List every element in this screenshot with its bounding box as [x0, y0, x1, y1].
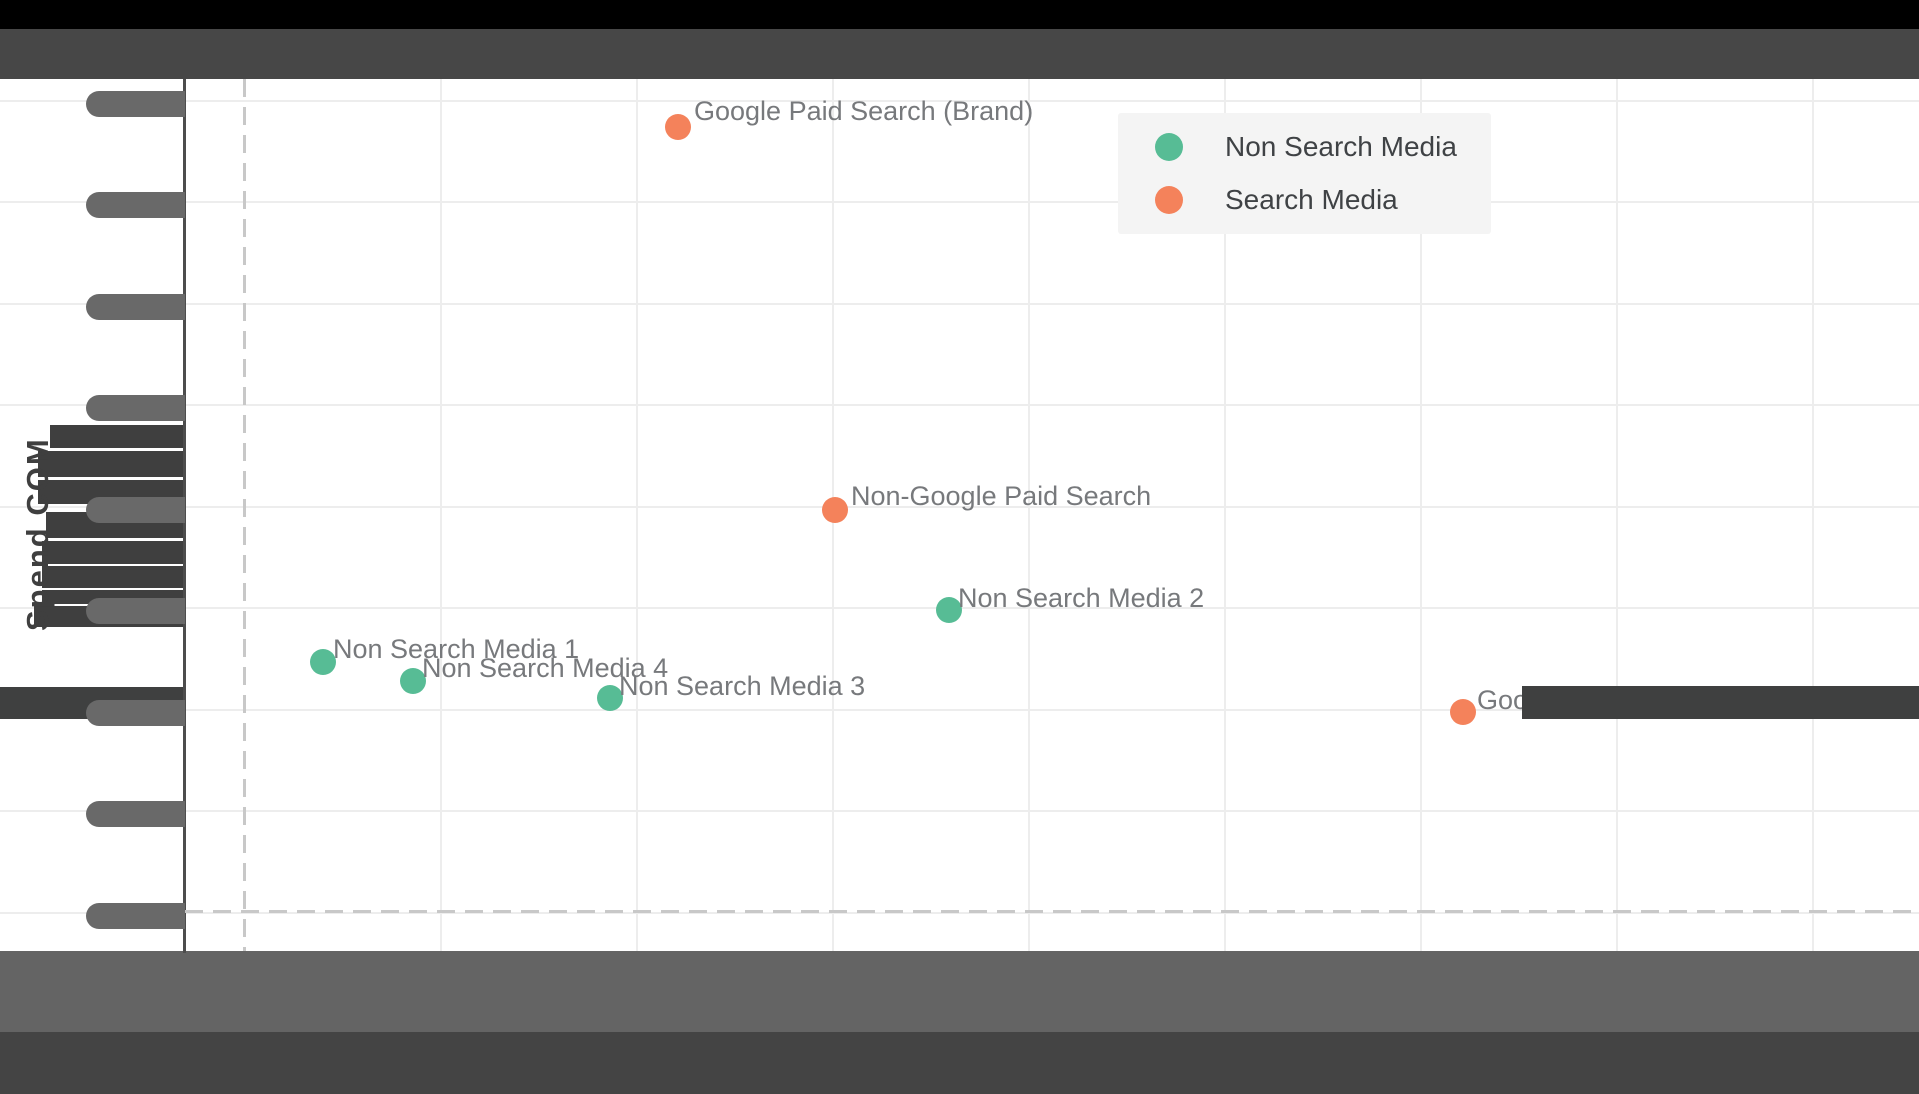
point-label: Non Search Media 2 [958, 583, 1205, 613]
y-tick-redaction-bar [38, 451, 183, 477]
redaction-x-axis-bar [0, 951, 1919, 1032]
h-gridline [0, 404, 1919, 406]
y-tick-redaction-pill [86, 801, 185, 827]
y-tick-redaction-bar [50, 425, 183, 448]
scatter-point-search-media[interactable] [822, 497, 848, 523]
point-label: Google Paid Search (Brand) [694, 96, 1034, 126]
y-tick-redaction-pill [86, 395, 185, 421]
y-tick-redaction-pill [86, 294, 185, 320]
point-label: Non Search Media 4 [422, 653, 669, 683]
legend-swatch-dot-icon [1155, 186, 1183, 215]
v-gridline [1028, 79, 1030, 951]
horizontal-dashed-reference-line [185, 910, 1919, 913]
h-gridline [0, 912, 1919, 914]
y-tick-redaction-pill [86, 700, 185, 726]
scatter-point-non-search-media[interactable] [400, 668, 426, 694]
h-gridline [0, 810, 1919, 812]
scatter-point-non-search-media[interactable] [936, 597, 962, 623]
redaction-bottom-bar [0, 1032, 1919, 1094]
v-gridline [1616, 79, 1618, 951]
legend-item[interactable]: Non Search Media [1118, 127, 1491, 167]
scatter-point-search-media[interactable] [665, 114, 691, 140]
y-tick-redaction-pill [86, 903, 185, 929]
legend-item[interactable]: Search Media [1118, 180, 1491, 220]
h-gridline [0, 201, 1919, 203]
legend-item-label: Non Search Media [1225, 130, 1457, 162]
redaction-title-bar [0, 29, 1919, 79]
y-tick-redaction-pill [86, 497, 185, 523]
point-label: Non Search Media 3 [619, 671, 866, 701]
legend: Non Search Media Search Media [1118, 113, 1491, 234]
y-axis-label: Spend COM [20, 437, 55, 631]
vertical-dashed-reference-line [243, 79, 246, 951]
point-label: Goo [1477, 685, 1529, 715]
y-tick-redaction-bar [42, 541, 183, 564]
scatter-point-non-search-media[interactable] [310, 649, 336, 675]
v-gridline [1812, 79, 1814, 951]
v-gridline [1420, 79, 1422, 951]
y-tick-redaction-pill [86, 91, 185, 117]
point-label: Non-Google Paid Search [851, 481, 1152, 511]
h-gridline [0, 303, 1919, 305]
redaction-bar-right [1522, 686, 1919, 719]
point-label: Non Search Media 1 [333, 634, 580, 664]
scatter-point-non-search-media[interactable] [597, 685, 623, 711]
v-gridline [440, 79, 442, 951]
redaction-top-black-bar [0, 0, 1919, 29]
legend-item-label: Search Media [1225, 184, 1398, 216]
h-gridline [0, 709, 1919, 711]
h-gridline [0, 506, 1919, 508]
legend-swatch-dot-icon [1155, 132, 1183, 161]
y-tick-redaction-bar [42, 566, 183, 588]
y-tick-redaction-pill [86, 598, 185, 624]
v-gridline [636, 79, 638, 951]
v-gridline [1224, 79, 1226, 951]
h-gridline [0, 100, 1919, 102]
scatter-point-search-media[interactable] [1450, 699, 1476, 725]
y-tick-redaction-pill [86, 192, 185, 218]
